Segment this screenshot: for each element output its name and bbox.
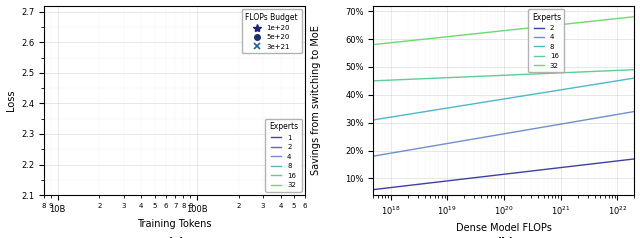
X-axis label: Dense Model FLOPs: Dense Model FLOPs [456,223,552,233]
Legend: 2, 4, 8, 16, 32: 2, 4, 8, 16, 32 [528,9,564,72]
Text: (a): (a) [166,237,184,238]
Y-axis label: Loss: Loss [6,90,15,111]
Legend: 1, 2, 4, 8, 16, 32: 1, 2, 4, 8, 16, 32 [266,119,301,192]
Y-axis label: Savings from switching to MoE: Savings from switching to MoE [311,25,321,175]
X-axis label: Training Tokens: Training Tokens [138,219,212,229]
Text: (b): (b) [495,237,513,238]
